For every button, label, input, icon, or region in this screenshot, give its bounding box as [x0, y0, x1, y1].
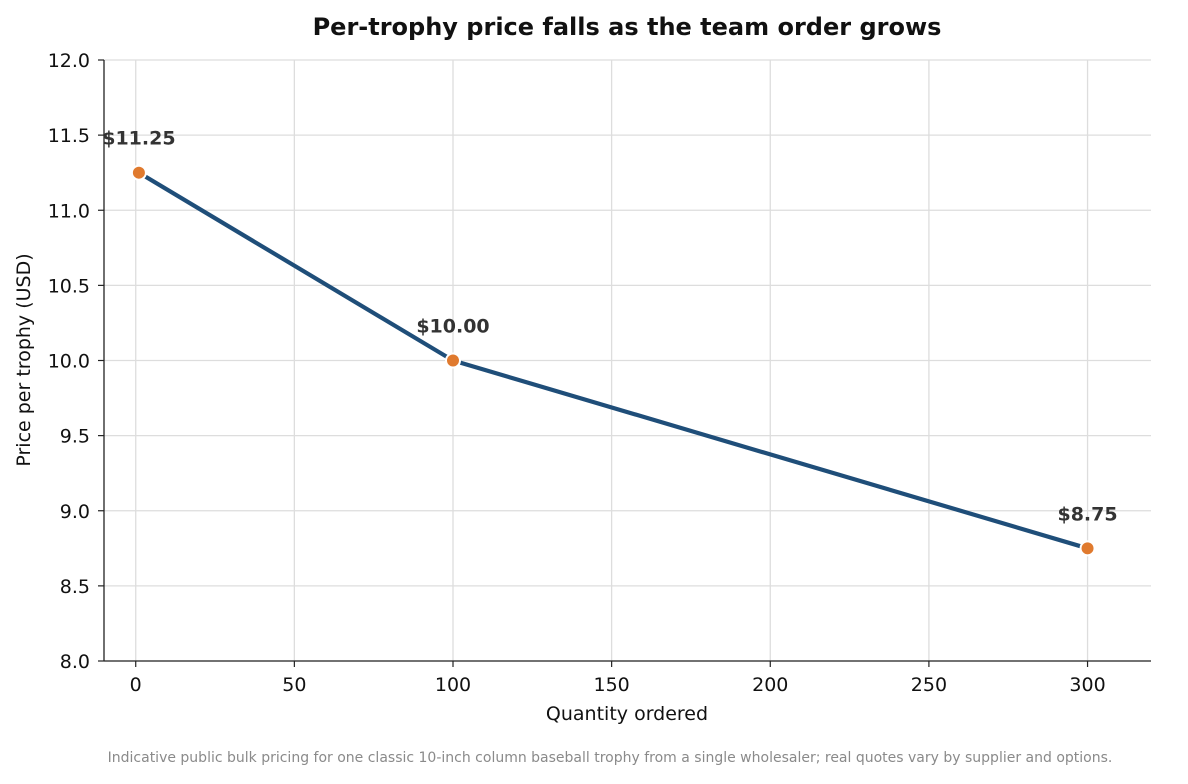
data-point — [1079, 540, 1096, 557]
footnote: Indicative public bulk pricing for one c… — [108, 750, 1113, 766]
price-series — [130, 164, 1096, 557]
y-tick-label: 8.0 — [60, 651, 90, 673]
y-tick-label: 9.5 — [60, 426, 90, 448]
x-tick-label: 150 — [594, 674, 630, 696]
y-tick-label: 10.5 — [48, 275, 90, 297]
gridlines — [104, 59, 1151, 662]
y-tick-label: 10.0 — [48, 351, 90, 373]
data-label: $8.75 — [1057, 503, 1117, 525]
x-tick-label: 50 — [282, 674, 306, 696]
y-tick-label: 11.0 — [48, 200, 90, 222]
x-tick-label: 300 — [1069, 674, 1105, 696]
x-tick-label: 100 — [435, 674, 471, 696]
y-axis-ticks: 8.0 8.5 9.0 9.5 10.0 10.5 11.0 11.5 12.0 — [48, 50, 104, 673]
x-tick-label: 250 — [911, 674, 947, 696]
y-tick-label: 11.5 — [48, 125, 90, 147]
data-labels: $11.25 $10.00 $8.75 — [102, 128, 1117, 526]
chart-title: Per-trophy price falls as the team order… — [313, 13, 942, 41]
y-axis-label: Price per trophy (USD) — [13, 253, 35, 466]
data-point — [445, 352, 461, 369]
x-tick-label: 0 — [130, 674, 142, 696]
x-axis-ticks: 0 50 100 150 200 250 300 — [130, 661, 1106, 696]
data-point — [130, 164, 147, 181]
x-tick-label: 200 — [752, 674, 788, 696]
x-axis-label: Quantity ordered — [546, 703, 708, 725]
data-label: $11.25 — [102, 128, 175, 150]
y-tick-label: 9.0 — [60, 501, 90, 523]
data-label: $10.00 — [416, 316, 489, 338]
y-tick-label: 12.0 — [48, 50, 90, 72]
y-tick-label: 8.5 — [60, 576, 90, 598]
